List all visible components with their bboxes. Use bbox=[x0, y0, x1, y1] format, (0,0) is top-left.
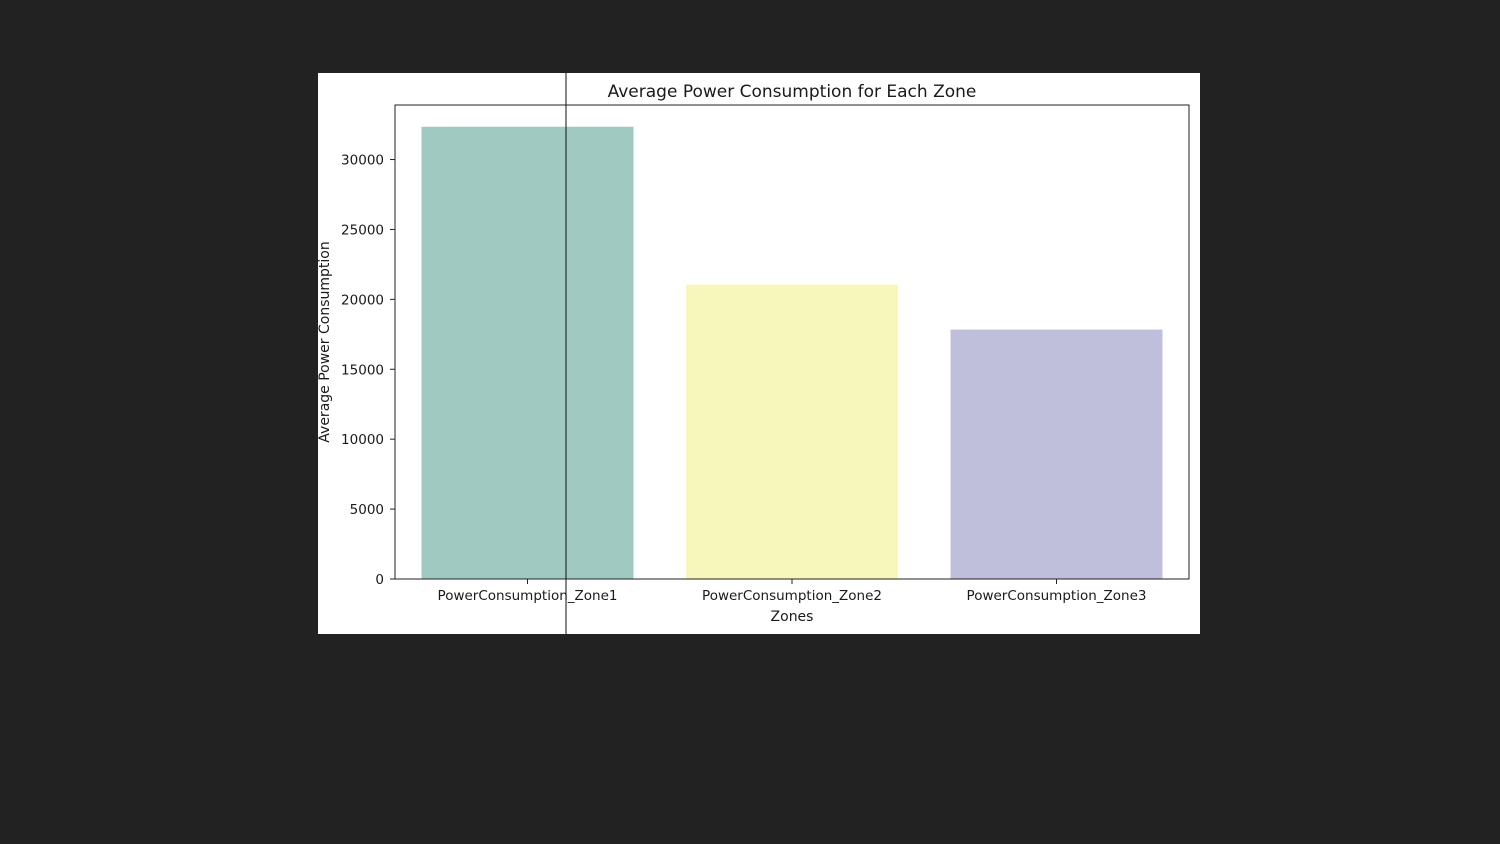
y-axis-ticks: 0 5000 10000 15000 20000 25000 30000 bbox=[341, 153, 395, 588]
y-tick-label: 5000 bbox=[350, 502, 384, 518]
bar-chart: Average Power Consumption for Each Zone … bbox=[318, 73, 1190, 634]
x-axis-label: Zones bbox=[771, 609, 814, 625]
y-axis-label: Average Power Consumption bbox=[318, 241, 333, 442]
y-tick-label: 15000 bbox=[341, 362, 384, 378]
x-axis-ticks: PowerConsumption_Zone1 PowerConsumption_Z… bbox=[438, 579, 1147, 604]
x-tick-label: PowerConsumption_Zone1 bbox=[438, 588, 618, 604]
y-tick-label: 20000 bbox=[341, 292, 384, 308]
bar-zone1 bbox=[421, 126, 634, 579]
y-tick-label: 25000 bbox=[341, 222, 384, 238]
chart-title: Average Power Consumption for Each Zone bbox=[608, 82, 977, 102]
y-tick-label: 0 bbox=[375, 572, 384, 588]
y-tick-label: 10000 bbox=[341, 432, 384, 448]
bars-group bbox=[421, 126, 1163, 579]
plot-frame bbox=[394, 104, 1190, 580]
x-tick-label: PowerConsumption_Zone2 bbox=[702, 588, 882, 604]
y-tick-label: 30000 bbox=[341, 153, 384, 169]
bar-zone3 bbox=[950, 329, 1163, 579]
chart-figure: Average Power Consumption for Each Zone … bbox=[318, 73, 1200, 634]
bar-zone2 bbox=[686, 284, 898, 579]
x-tick-label: PowerConsumption_Zone3 bbox=[967, 588, 1147, 604]
